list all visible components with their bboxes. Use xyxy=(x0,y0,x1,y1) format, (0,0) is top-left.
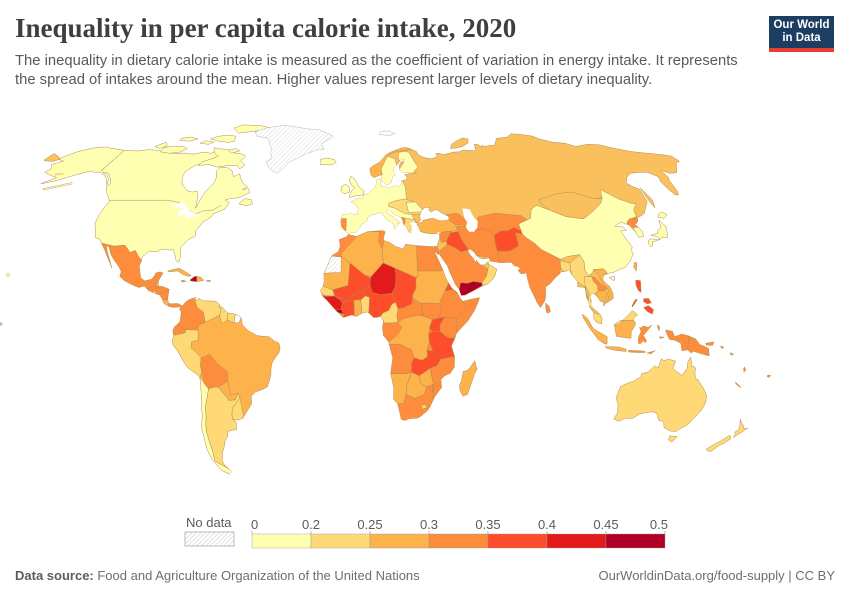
svg-text:No data: No data xyxy=(186,515,232,530)
svg-text:0.5: 0.5 xyxy=(650,517,668,532)
svg-text:0.4: 0.4 xyxy=(538,517,556,532)
svg-text:0.2: 0.2 xyxy=(302,517,320,532)
svg-text:0.3: 0.3 xyxy=(420,517,438,532)
svg-text:0.25: 0.25 xyxy=(357,517,382,532)
svg-text:0: 0 xyxy=(251,517,258,532)
svg-text:0.45: 0.45 xyxy=(593,517,618,532)
svg-text:0.35: 0.35 xyxy=(475,517,500,532)
